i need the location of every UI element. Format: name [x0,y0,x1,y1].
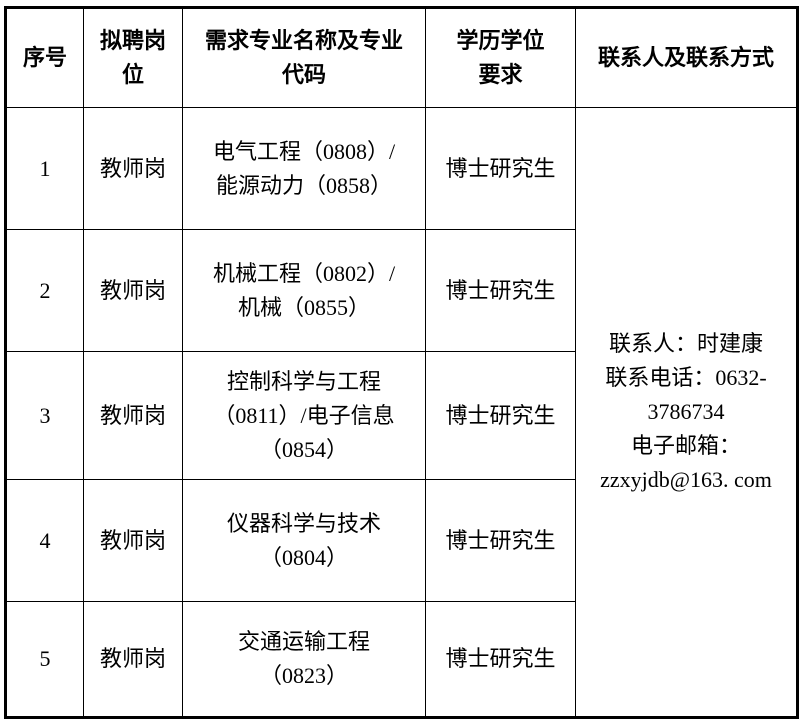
cell-serial-number: 1 [5,107,84,230]
table-row: 2 教师岗 机械工程（0802）/ 机械（0855） 博士研究生 [5,229,798,352]
table-row: 3 教师岗 控制科学与工程 （0811）/电子信息 （0854） 博士研究生 [5,351,798,480]
cell-major: 仪器科学与技术 （0804） [182,479,426,602]
cell-position: 教师岗 [83,107,183,230]
header-degree-requirement: 学历学位 要求 [425,7,576,108]
cell-serial-number: 5 [5,601,84,718]
cell-major: 交通运输工程 （0823） [182,601,426,718]
cell-position: 教师岗 [83,601,183,718]
cell-major: 电气工程（0808）/ 能源动力（0858） [182,107,426,230]
cell-contact-info: 联系人：时建康 联系电话：0632- 3786734 电子邮箱： zzxyjdb… [575,107,798,718]
cell-serial-number: 4 [5,479,84,602]
cell-position: 教师岗 [83,479,183,602]
cell-serial-number: 2 [5,229,84,352]
header-contact-info: 联系人及联系方式 [575,7,798,108]
header-serial-number: 序号 [5,7,84,108]
table-row: 4 教师岗 仪器科学与技术 （0804） 博士研究生 [5,479,798,602]
cell-degree: 博士研究生 [425,351,576,480]
cell-degree: 博士研究生 [425,479,576,602]
table-row: 5 教师岗 交通运输工程 （0823） 博士研究生 [5,601,798,718]
cell-position: 教师岗 [83,351,183,480]
cell-degree: 博士研究生 [425,229,576,352]
cell-serial-number: 3 [5,351,84,480]
recruitment-positions-table: 序号 拟聘岗 位 需求专业名称及专业 代码 学历学位 要求 联系人及联系方式 1… [4,6,799,719]
cell-major: 机械工程（0802）/ 机械（0855） [182,229,426,352]
cell-position: 教师岗 [83,229,183,352]
header-major-and-code: 需求专业名称及专业 代码 [182,7,426,108]
header-position: 拟聘岗 位 [83,7,183,108]
table-header-row: 序号 拟聘岗 位 需求专业名称及专业 代码 学历学位 要求 联系人及联系方式 [5,7,798,108]
cell-degree: 博士研究生 [425,107,576,230]
cell-major: 控制科学与工程 （0811）/电子信息 （0854） [182,351,426,480]
table-row: 1 教师岗 电气工程（0808）/ 能源动力（0858） 博士研究生 联系人：时… [5,107,798,718]
cell-degree: 博士研究生 [425,601,576,718]
